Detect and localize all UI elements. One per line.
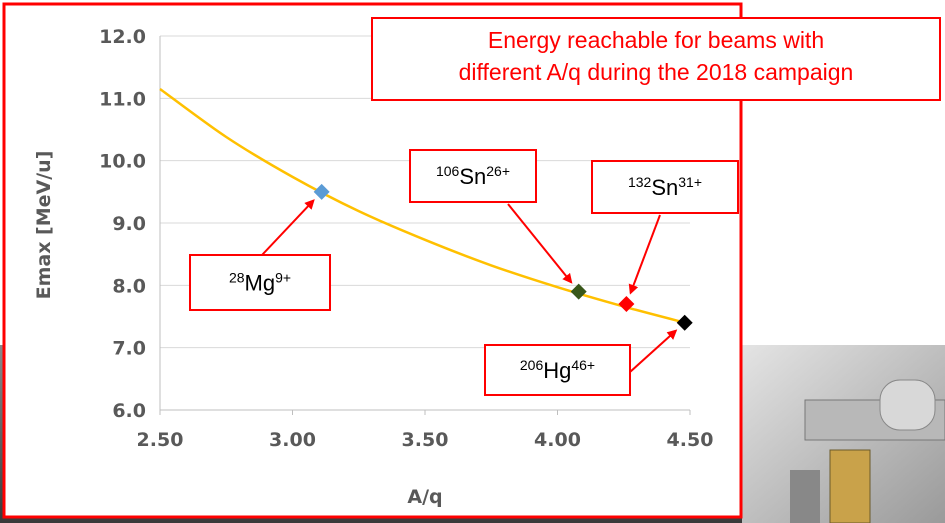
y-tick-label: 8.0 bbox=[112, 275, 146, 297]
y-tick-label: 6.0 bbox=[112, 400, 146, 422]
annotation-box bbox=[409, 149, 537, 203]
annotation-box bbox=[591, 160, 739, 214]
annotation-arrow bbox=[629, 329, 678, 373]
annotation-arrow bbox=[628, 214, 661, 295]
annotation-label: 206Hg46+ bbox=[520, 357, 595, 383]
x-tick-label: 3.00 bbox=[269, 429, 316, 451]
annotation-charge: 26+ bbox=[486, 163, 510, 179]
annotation-charge: 31+ bbox=[678, 174, 702, 190]
annotation-mass: 132 bbox=[628, 174, 652, 190]
annotation-charge: 46+ bbox=[571, 357, 595, 373]
x-tick-label: 4.00 bbox=[534, 429, 581, 451]
annotation-arrow bbox=[261, 199, 315, 256]
chart-title: Energy reachable for beams with bbox=[488, 27, 824, 53]
y-axis-label: Emax [MeV/u] bbox=[33, 151, 55, 300]
machine-photo bbox=[742, 345, 945, 523]
data-point bbox=[618, 296, 635, 313]
annotation-element: Mg bbox=[245, 271, 276, 296]
data-point bbox=[570, 283, 587, 300]
annotation-box bbox=[484, 344, 631, 396]
y-tick-label: 12.0 bbox=[99, 26, 146, 48]
annotation-mass: 28 bbox=[229, 270, 245, 286]
title-box bbox=[371, 17, 941, 101]
annotation-mass: 206 bbox=[520, 357, 544, 373]
annotation-label: 132Sn31+ bbox=[628, 174, 702, 200]
data-point bbox=[313, 183, 330, 200]
annotation-element: Sn bbox=[651, 175, 678, 200]
y-tick-label: 7.0 bbox=[112, 338, 146, 360]
y-tick-label: 9.0 bbox=[112, 213, 146, 235]
annotation-element: Hg bbox=[543, 358, 571, 383]
annotation-arrow bbox=[507, 203, 573, 284]
x-tick-label: 4.50 bbox=[667, 429, 714, 451]
x-axis-label: A/q bbox=[407, 486, 442, 508]
data-point bbox=[676, 314, 693, 331]
annotation-label: 106Sn26+ bbox=[436, 163, 510, 189]
x-tick-label: 3.50 bbox=[402, 429, 449, 451]
y-tick-label: 10.0 bbox=[99, 151, 146, 173]
x-tick-label: 2.50 bbox=[137, 429, 184, 451]
chart-title: different A/q during the 2018 campaign bbox=[459, 59, 854, 85]
annotation-charge: 9+ bbox=[275, 270, 291, 286]
annotation-element: Sn bbox=[459, 164, 486, 189]
annotation-mass: 106 bbox=[436, 163, 460, 179]
y-tick-label: 11.0 bbox=[99, 88, 146, 110]
annotation-label: 28Mg9+ bbox=[229, 270, 291, 296]
curve bbox=[159, 87, 691, 326]
plot-area: 6.0 7.0 8.0 9.0 10.0 11.0 12.0 2.50 3.00 3.50 4.00… bbox=[99, 26, 713, 451]
annotation-box bbox=[189, 254, 331, 311]
